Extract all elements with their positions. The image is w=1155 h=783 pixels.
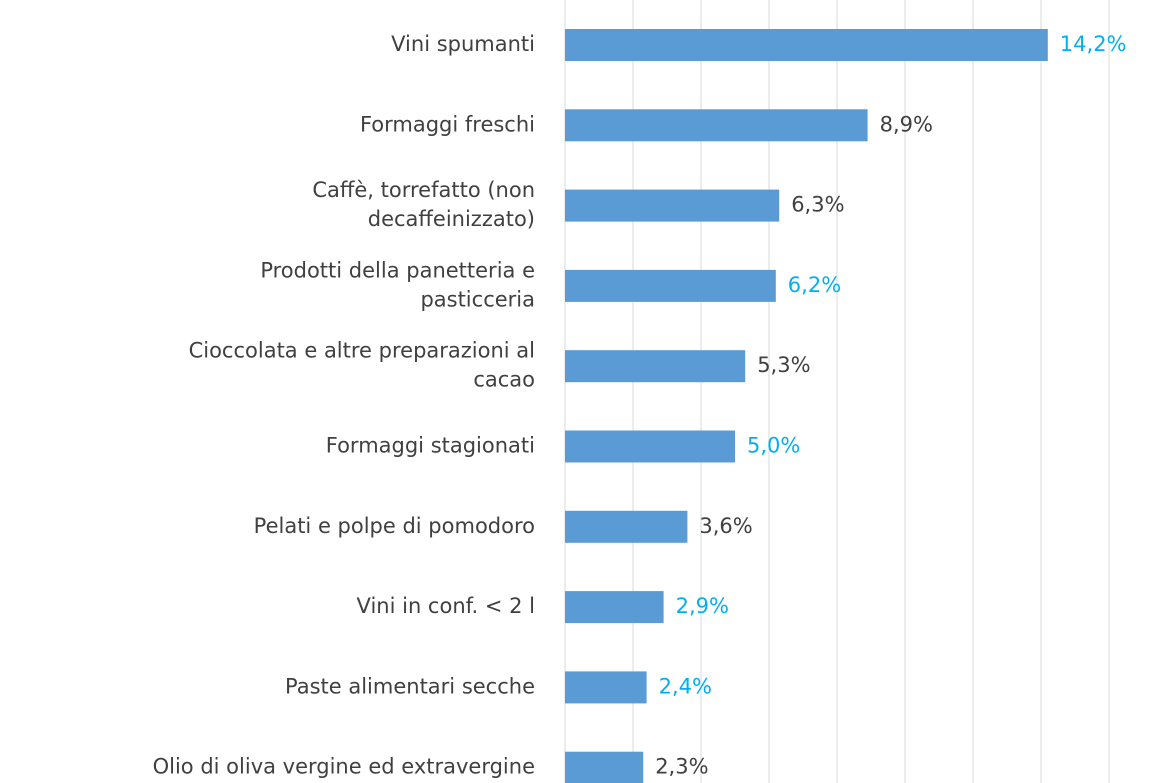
category-label: Cioccolata e altre preparazioni al cacao xyxy=(189,339,535,392)
value-label: 3,6% xyxy=(699,514,752,538)
category-label: Vini spumanti xyxy=(391,32,535,56)
bar xyxy=(565,29,1048,61)
category-label: Formaggi stagionati xyxy=(326,434,535,458)
value-label: 14,2% xyxy=(1060,32,1127,56)
bar xyxy=(565,430,735,463)
category-label: Olio di oliva vergine ed extravergine xyxy=(153,755,535,779)
bar xyxy=(565,510,688,543)
bar xyxy=(565,350,746,383)
category-label: Pelati e polpe di pomodoro xyxy=(254,514,535,538)
bar xyxy=(565,671,647,704)
value-label: 2,4% xyxy=(659,674,712,698)
value-label: 2,3% xyxy=(655,755,708,779)
category-label: Formaggi freschi xyxy=(360,112,535,136)
bar xyxy=(565,189,780,222)
value-label: 5,3% xyxy=(757,353,810,377)
bar xyxy=(565,591,664,624)
value-label: 2,9% xyxy=(676,594,729,618)
value-label: 5,0% xyxy=(747,434,800,458)
category-label: Prodotti della panetteria e pasticceria xyxy=(260,258,535,311)
value-label: 6,2% xyxy=(788,273,841,297)
category-label: Paste alimentari secche xyxy=(285,674,535,698)
bar xyxy=(565,751,644,783)
bar xyxy=(565,269,776,302)
category-label: Vini in conf. < 2 l xyxy=(357,594,535,618)
bar xyxy=(565,109,868,142)
value-label: 6,3% xyxy=(791,193,844,217)
value-label: 8,9% xyxy=(880,112,933,136)
category-label: Caffè, torrefatto (non decaffeinizzato) xyxy=(312,178,535,231)
